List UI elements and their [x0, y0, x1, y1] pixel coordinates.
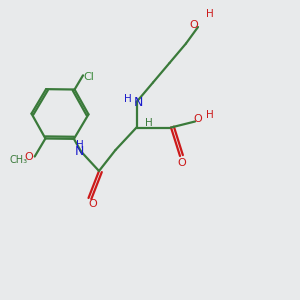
Text: N: N: [134, 95, 144, 109]
Text: H: H: [206, 110, 214, 121]
Text: O: O: [177, 158, 186, 169]
Text: O: O: [88, 199, 98, 209]
Text: O: O: [189, 20, 198, 31]
Text: O: O: [194, 114, 202, 124]
Text: H: H: [76, 140, 83, 151]
Text: O: O: [24, 152, 33, 161]
Text: CH₃: CH₃: [9, 154, 27, 164]
Text: N: N: [75, 145, 84, 158]
Text: H: H: [124, 94, 131, 104]
Text: H: H: [145, 118, 152, 128]
Text: Cl: Cl: [84, 72, 94, 82]
Text: H: H: [206, 9, 214, 19]
